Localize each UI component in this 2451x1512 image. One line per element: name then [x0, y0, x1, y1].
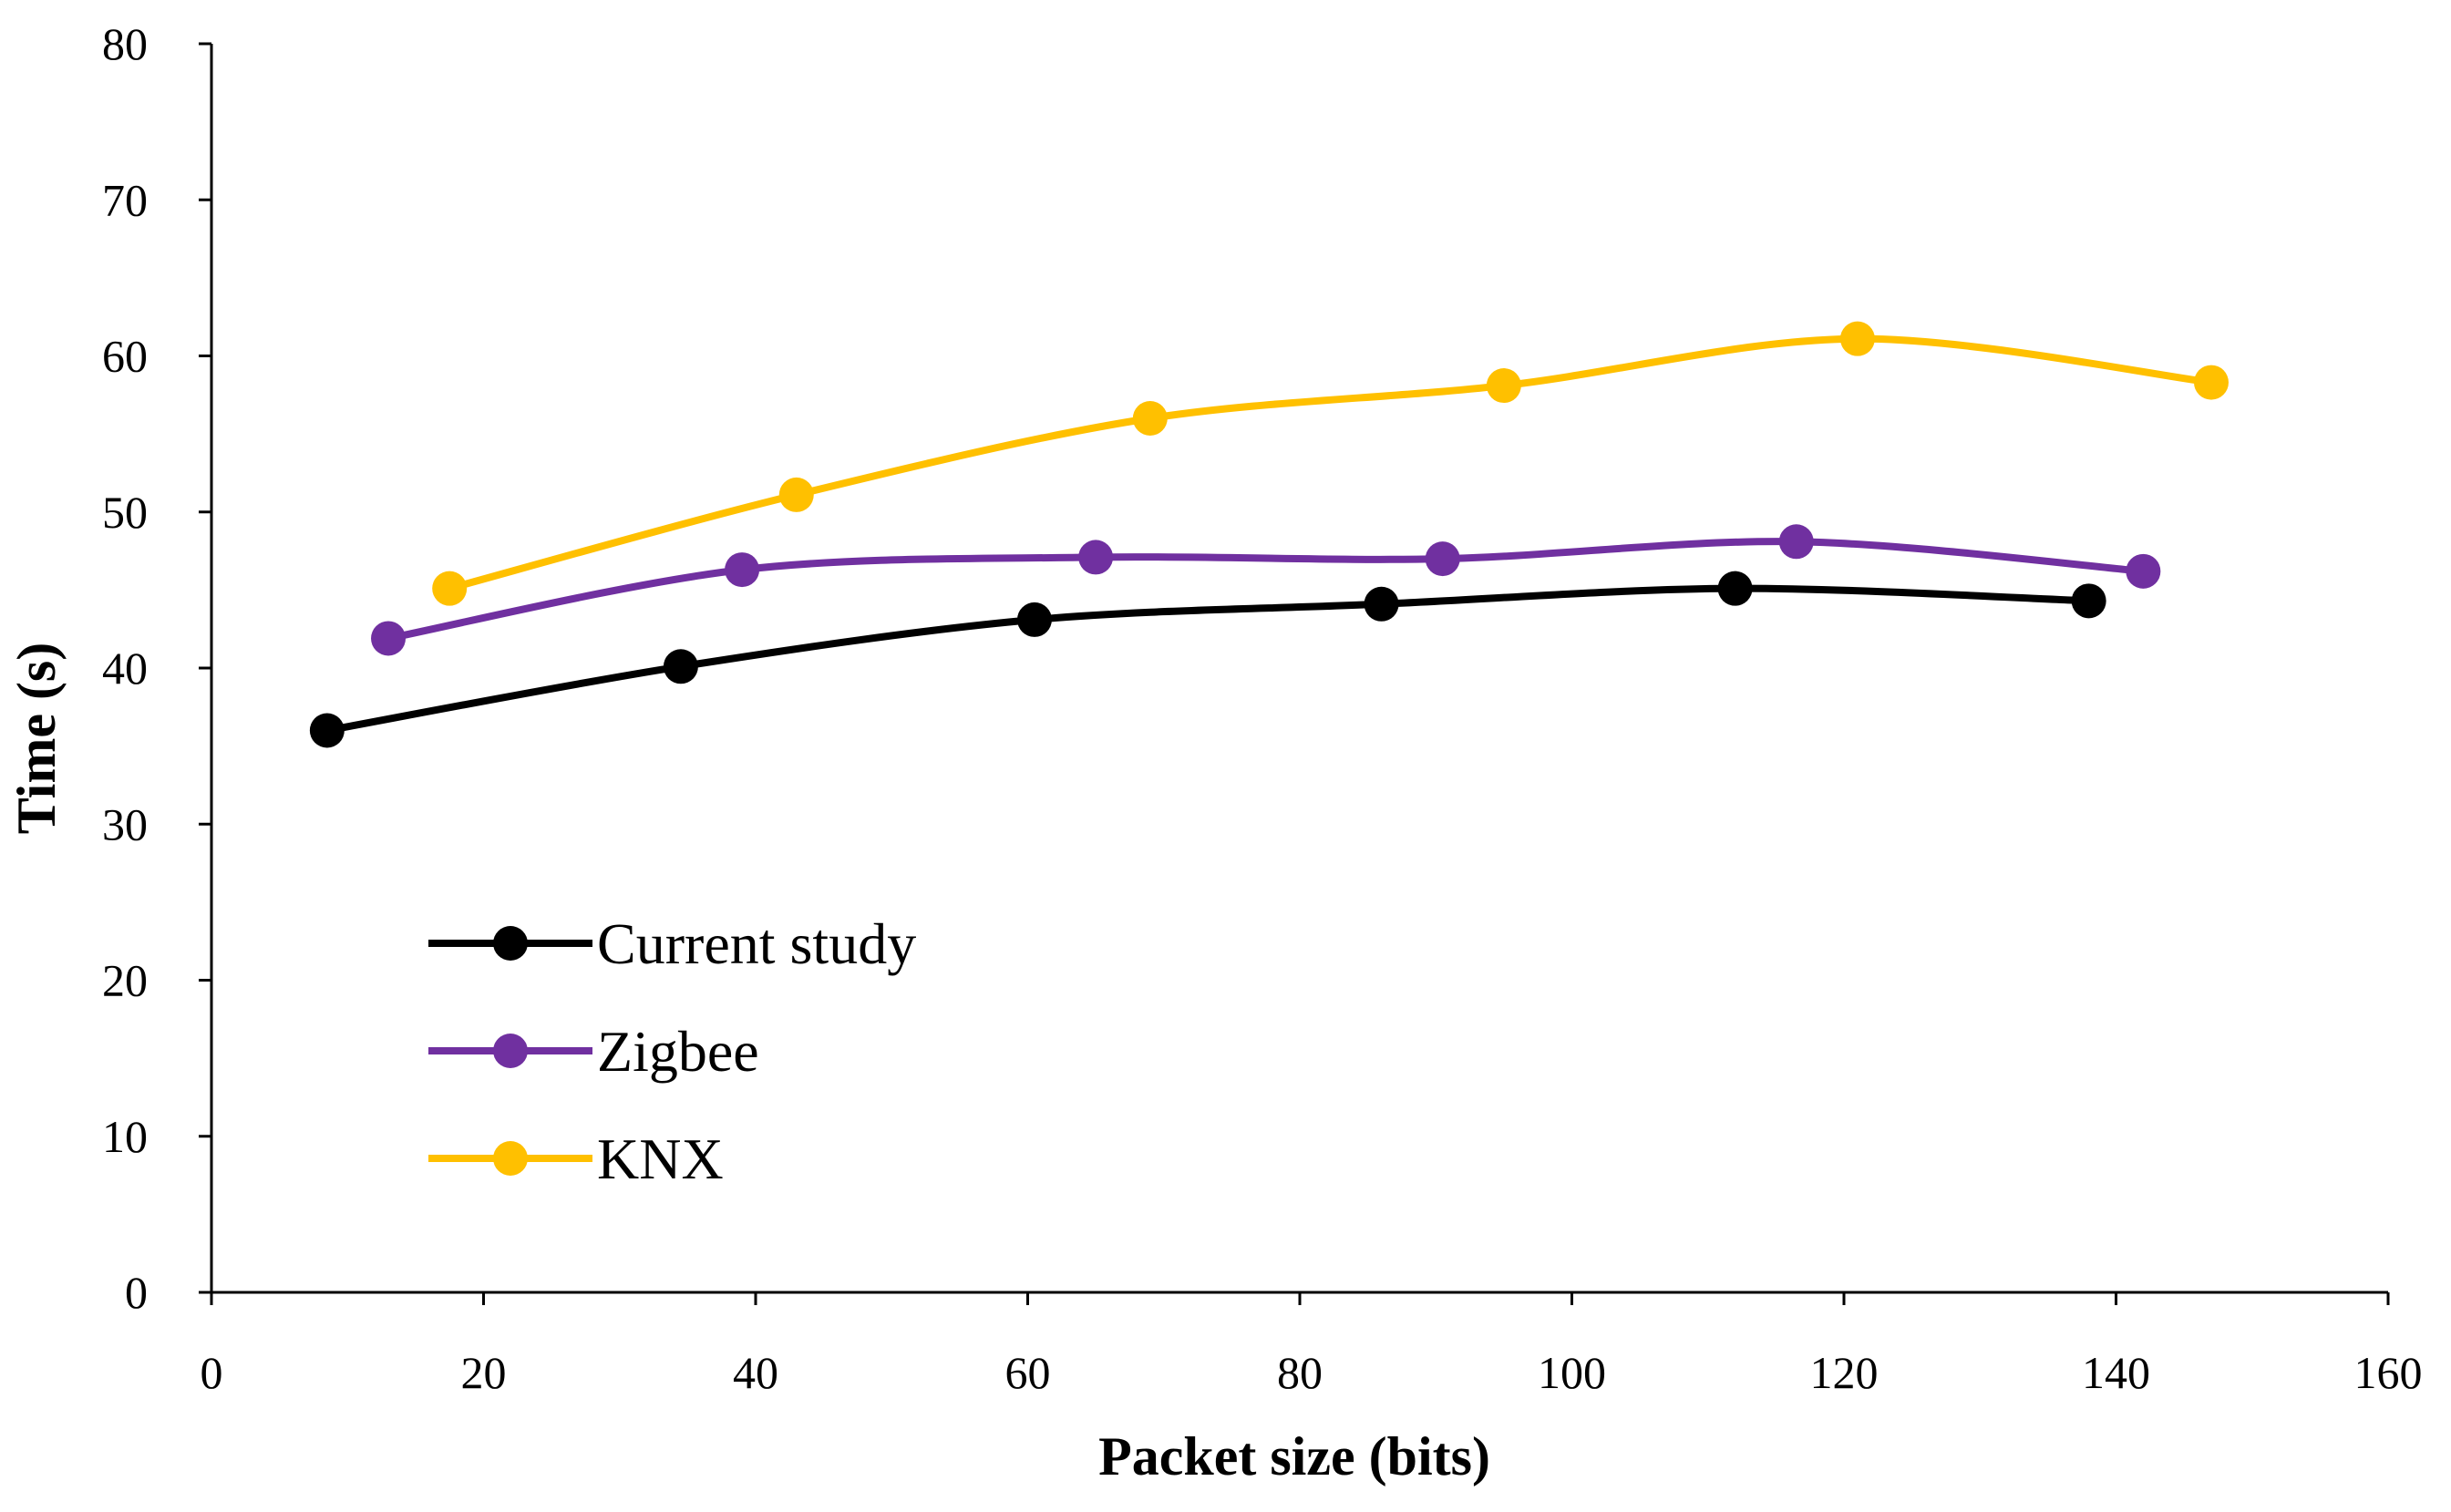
y-tick-label: 50	[102, 487, 148, 538]
x-tick-label: 120	[1810, 1347, 1879, 1398]
y-tick-label: 70	[102, 174, 148, 225]
x-tick-label: 40	[733, 1347, 778, 1398]
series-knx	[432, 321, 2229, 606]
data-point-current-study	[309, 713, 345, 748]
data-point-knx	[2193, 365, 2229, 400]
data-point-zigbee	[371, 621, 407, 656]
x-tick-label: 160	[2354, 1347, 2423, 1398]
series-current-study	[309, 571, 2106, 748]
y-tick-label: 10	[102, 1111, 148, 1162]
y-axis-title: Time (s)	[6, 643, 67, 835]
axes: 0 10 20 30 40 50 60 70 80 0 20 40 60 80 100 120 140 160	[102, 18, 2423, 1398]
x-tick-label: 140	[2082, 1347, 2150, 1398]
y-tick-label: 80	[102, 18, 148, 69]
legend-entry-current-study: Current study	[428, 911, 916, 976]
data-point-zigbee	[725, 552, 760, 588]
legend: Current study Zigbee KNX	[428, 911, 916, 1191]
legend-label: KNX	[597, 1126, 724, 1191]
data-point-knx	[778, 477, 814, 512]
legend-entry-knx: KNX	[428, 1126, 724, 1191]
x-tick-label: 20	[461, 1347, 507, 1398]
series-zigbee	[371, 524, 2161, 656]
data-point-knx	[1132, 401, 1168, 436]
legend-swatch-marker	[493, 1141, 528, 1176]
y-tick-label: 20	[102, 955, 148, 1006]
legend-label: Zigbee	[597, 1019, 759, 1084]
data-point-zigbee	[1778, 524, 1814, 560]
data-point-knx	[1486, 368, 1521, 404]
data-point-knx	[1839, 321, 1875, 356]
y-tick-label: 0	[125, 1267, 148, 1318]
x-tick-label: 100	[1538, 1347, 1606, 1398]
data-point-zigbee	[1078, 540, 1114, 575]
series-layer	[309, 321, 2229, 748]
legend-label: Current study	[597, 911, 916, 976]
data-point-current-study	[1016, 602, 1052, 637]
x-tick-label: 0	[201, 1347, 223, 1398]
data-point-current-study	[663, 649, 698, 684]
series-line-zigbee	[385, 538, 2147, 643]
legend-entry-zigbee: Zigbee	[428, 1019, 759, 1084]
legend-swatch-marker	[493, 926, 528, 961]
data-point-knx	[432, 571, 468, 606]
data-point-zigbee	[1425, 541, 1460, 577]
x-tick-label: 80	[1277, 1347, 1323, 1398]
x-tick-label: 60	[1005, 1347, 1051, 1398]
y-tick-label: 30	[102, 798, 148, 849]
y-tick-label: 40	[102, 643, 148, 694]
data-point-current-study	[1717, 571, 1753, 606]
legend-swatch-marker	[493, 1034, 528, 1068]
data-point-zigbee	[2126, 553, 2161, 589]
series-line-knx	[446, 334, 2215, 592]
y-tick-label: 60	[102, 331, 148, 382]
x-axis-title: Packet size (bits)	[1098, 1426, 1490, 1486]
data-point-current-study	[1364, 586, 1399, 622]
data-point-current-study	[2071, 583, 2106, 619]
series-line-current-study	[323, 584, 2093, 735]
